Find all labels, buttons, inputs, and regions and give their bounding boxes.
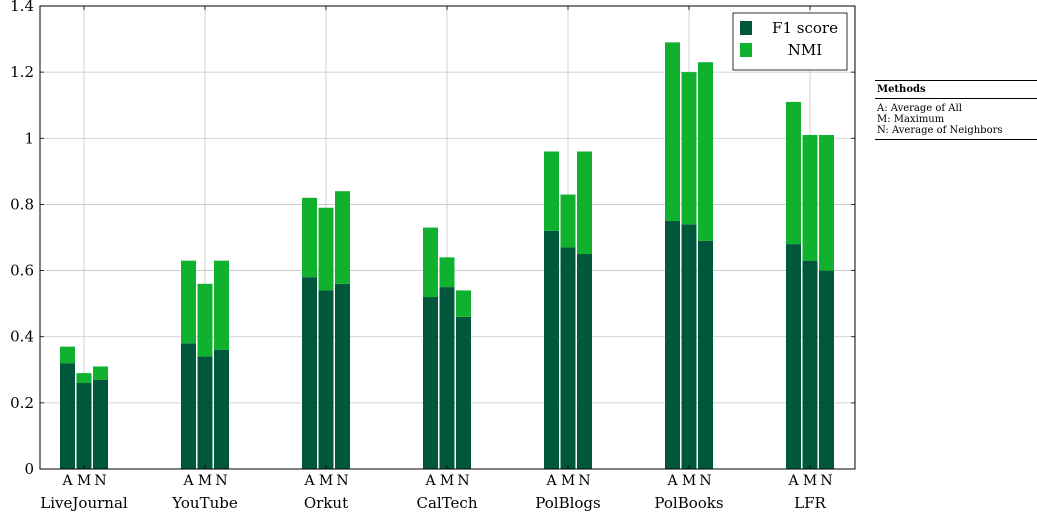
y-tick-label: 0.4 xyxy=(10,328,34,346)
y-tick-label: 0 xyxy=(24,460,34,478)
category-label: PolBooks xyxy=(654,494,723,512)
bar-method-label: M xyxy=(77,473,91,489)
bar-f1-score xyxy=(423,297,438,469)
bar-method-label: A xyxy=(545,473,557,489)
category-label: YouTube xyxy=(171,494,238,512)
bar-nmi xyxy=(560,194,576,248)
bar-f1-score xyxy=(60,363,75,469)
bar-nmi xyxy=(318,207,334,291)
bar-method-label: M xyxy=(198,473,212,489)
bar-method-label: M xyxy=(561,473,575,489)
bar-nmi xyxy=(439,257,455,288)
table-top-rule xyxy=(875,80,1037,81)
bar-nmi xyxy=(181,260,196,344)
y-tick-label: 0.6 xyxy=(10,262,34,280)
bar-method-label: A xyxy=(182,473,194,489)
bar-method-label: A xyxy=(303,473,315,489)
category-label: CalTech xyxy=(417,494,478,512)
bar-method-label: A xyxy=(787,473,799,489)
bar-f1-score xyxy=(93,379,108,469)
legend: F1 score NMI xyxy=(732,12,848,71)
table-bottom-rule xyxy=(875,139,1037,140)
method-row-m: M: Maximum xyxy=(877,114,945,125)
methods-table-rows: A: Average of All M: Maximum N: Average … xyxy=(875,99,1037,136)
bar-f1-score xyxy=(577,254,592,469)
category-label: Orkut xyxy=(304,494,348,512)
plot-frame xyxy=(39,5,856,470)
bar-f1-score xyxy=(181,343,196,469)
y-tick-label: 0.8 xyxy=(10,195,34,213)
bar-f1-score xyxy=(439,287,455,469)
bar-nmi xyxy=(197,283,213,357)
bar-nmi xyxy=(456,290,471,317)
legend-label: NMI xyxy=(788,41,822,59)
bar-method-label: N xyxy=(336,473,348,489)
bar-f1-score xyxy=(302,277,317,469)
bar-f1-score xyxy=(544,230,559,469)
bar-f1-score xyxy=(335,283,350,469)
bar-method-label: A xyxy=(61,473,73,489)
bar-nmi xyxy=(577,151,592,255)
bar-method-label: M xyxy=(440,473,454,489)
bar-method-label: M xyxy=(319,473,333,489)
bar-f1-score xyxy=(456,316,471,469)
bar-nmi xyxy=(93,366,108,380)
bar-f1-score xyxy=(802,260,818,469)
bar-f1-score xyxy=(665,220,680,469)
bar-nmi xyxy=(60,346,75,364)
bar-method-label: N xyxy=(94,473,106,489)
methods-table-title: Methods xyxy=(877,84,926,95)
bar-method-label: N xyxy=(457,473,469,489)
legend-swatch xyxy=(740,21,752,35)
bar-f1-score xyxy=(560,247,576,469)
bar-nmi xyxy=(786,101,801,245)
bar-method-label: N xyxy=(820,473,832,489)
bar-method-label: A xyxy=(666,473,678,489)
bar-method-label: M xyxy=(682,473,696,489)
bar-method-label: N xyxy=(699,473,711,489)
y-tick-label: 1 xyxy=(24,129,34,147)
bar-nmi xyxy=(335,191,350,284)
category-label: LiveJournal xyxy=(40,494,128,512)
bar-f1-score xyxy=(76,383,92,469)
bar-nmi xyxy=(802,134,818,261)
bar-method-label: N xyxy=(578,473,590,489)
bar-f1-score xyxy=(819,270,834,469)
method-row-n: N: Average of Neighbors xyxy=(877,125,1003,136)
bar-nmi xyxy=(665,42,680,221)
method-row-a: A: Average of All xyxy=(877,103,962,114)
legend-label: F1 score xyxy=(772,19,838,37)
bar-method-label: N xyxy=(215,473,227,489)
bar-f1-score xyxy=(786,244,801,469)
y-tick-label: 0.2 xyxy=(10,394,34,412)
bar-nmi xyxy=(302,197,317,278)
bar-nmi xyxy=(76,373,92,384)
bar-nmi xyxy=(544,151,559,231)
bar-nmi xyxy=(423,227,438,298)
bar-f1-score xyxy=(197,356,213,469)
category-label: LFR xyxy=(794,494,826,512)
bar-f1-score xyxy=(698,240,713,469)
bar-f1-score xyxy=(681,224,697,469)
bar-nmi xyxy=(698,62,713,241)
bar-f1-score xyxy=(214,349,229,469)
bar-nmi xyxy=(819,134,834,271)
methods-table: Methods A: Average of All M: Maximum N: … xyxy=(875,80,1037,140)
bar-f1-score xyxy=(318,290,334,469)
y-tick-label: 1.4 xyxy=(10,0,34,15)
y-tick-label: 1.2 xyxy=(10,63,34,81)
bar-nmi xyxy=(214,260,229,350)
category-label: PolBlogs xyxy=(535,494,600,512)
bars xyxy=(60,42,834,469)
bar-method-label: M xyxy=(803,473,817,489)
table-mid-rule xyxy=(875,98,1037,99)
bar-nmi xyxy=(681,72,697,225)
bar-method-label: A xyxy=(424,473,436,489)
legend-swatch xyxy=(740,43,752,57)
